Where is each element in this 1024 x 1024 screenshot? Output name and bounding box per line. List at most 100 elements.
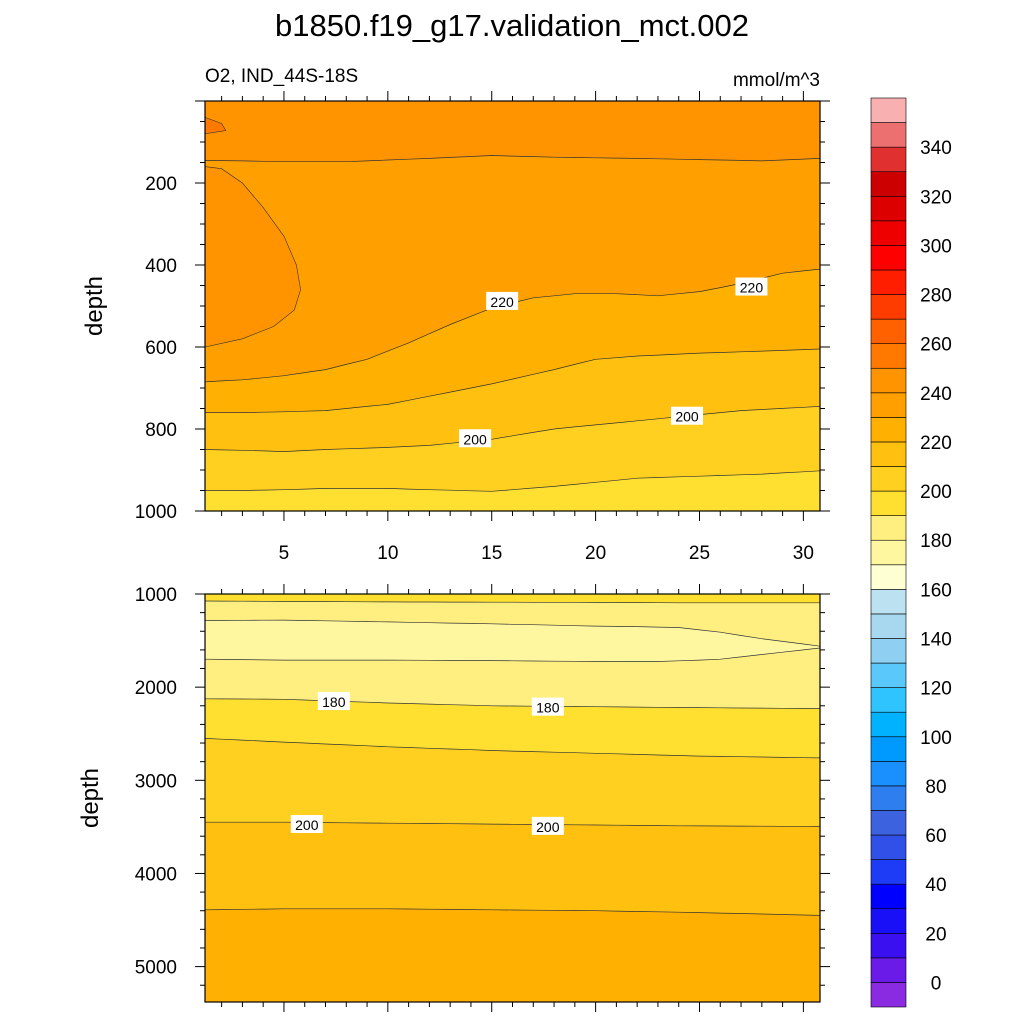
colorbar-label: 40 (925, 875, 946, 896)
contour-label: 200 (295, 817, 319, 833)
colorbar-swatch (870, 785, 907, 811)
colorbar-label: 300 (920, 236, 952, 257)
x-tick-label: 5 (279, 543, 290, 564)
contour-label: 220 (740, 280, 764, 296)
contour-label-box (290, 815, 323, 834)
colorbar-swatch (870, 294, 907, 320)
colorbar-swatch (870, 171, 907, 197)
contour-line (204, 738, 821, 759)
contour-band (205, 470, 820, 511)
colorbar-swatch (870, 245, 907, 271)
colorbar-swatch (870, 859, 907, 885)
contour-label-box (531, 697, 564, 716)
colorbar-swatch (870, 195, 907, 222)
contour-label-box (735, 277, 768, 296)
contour-label: 180 (322, 694, 346, 710)
colorbar-label: 0 (931, 973, 942, 994)
contour-label: 200 (463, 431, 487, 447)
colorbar-swatch (870, 122, 907, 148)
y-tick-label: 400 (145, 256, 177, 277)
colorbar-swatch (870, 957, 907, 983)
contour-label: 220 (490, 294, 514, 310)
upper-depth-panel: 5 10 15 20 25 30 200 400 600 800 1000 220 220 200 200 (135, 91, 830, 564)
x-tick-label: 25 (689, 543, 710, 564)
colorbar-swatch (870, 97, 907, 123)
colorbar-swatch (870, 638, 907, 664)
colorbar-label: 60 (925, 826, 946, 847)
colorbar-swatch (870, 343, 907, 369)
y-tick-label: 2000 (135, 678, 177, 699)
colorbar-swatch (870, 318, 907, 344)
colorbar-swatch (870, 490, 907, 516)
contour-label: 200 (675, 409, 699, 425)
y-tick-label: 1000 (135, 502, 177, 523)
contour-line (204, 155, 821, 163)
contour-line (204, 698, 821, 709)
colorbar-swatch (870, 367, 907, 394)
contour-line (204, 908, 821, 916)
upper-y-axis-title: depth (81, 276, 108, 336)
x-tick-label: 10 (377, 543, 398, 564)
x-tick-label: 15 (481, 543, 502, 564)
contour-line (204, 600, 820, 604)
colorbar-label: 320 (920, 187, 952, 208)
colorbar-swatch (870, 466, 907, 492)
colorbar-label: 80 (925, 777, 946, 798)
x-tick-label: 30 (793, 543, 814, 564)
colorbar-label: 340 (920, 138, 952, 159)
y-tick-label: 800 (145, 420, 177, 441)
colorbar-swatch (870, 539, 907, 566)
colorbar-swatch (870, 908, 907, 934)
y-tick-label: 1000 (135, 585, 177, 606)
contour-line (205, 470, 821, 492)
colorbar-swatch (870, 711, 907, 738)
contour-line (204, 406, 821, 452)
colorbar-swatch (870, 269, 907, 295)
colorbar-label: 160 (920, 580, 952, 601)
lower-depth-panel: 1000 2000 3000 4000 5000 180 180 200 200 (135, 584, 830, 1012)
y-tick-label: 5000 (135, 958, 177, 979)
colorbar-swatch (870, 564, 907, 590)
colorbar-swatch (870, 146, 907, 173)
contour-line (205, 348, 821, 413)
colorbar-label: 260 (920, 335, 952, 356)
contour-label-box (486, 291, 519, 310)
colorbar-swatch (870, 883, 907, 910)
colorbar-swatch (870, 589, 907, 615)
colorbar-swatch (870, 392, 907, 418)
y-tick-label: 200 (145, 174, 177, 195)
colorbar-label: 140 (920, 630, 952, 651)
colorbar-swatch (870, 417, 907, 443)
colorbar-label: 280 (920, 286, 952, 307)
colorbar-swatch (870, 687, 907, 713)
contour-label-box (317, 692, 350, 711)
colorbar-swatch (870, 441, 907, 467)
variable-region-label: O2, IND_44S-18S (205, 66, 358, 87)
contour-line (204, 619, 821, 647)
colorbar-swatch (870, 834, 907, 860)
colorbar-swatch (870, 736, 907, 762)
contour-label: 200 (536, 819, 560, 835)
colorbar-label: 120 (920, 679, 952, 700)
colorbar-label: 200 (920, 482, 952, 503)
y-tick-label: 600 (145, 338, 177, 359)
colorbar-label: 240 (920, 384, 952, 405)
colorbar-swatch (870, 810, 907, 836)
colorbar-swatch (870, 982, 907, 1008)
colorbar-swatch (870, 932, 907, 959)
colorbar-label: 20 (925, 924, 946, 945)
lower-y-axis-title: depth (77, 768, 104, 828)
colorbar-swatch (870, 220, 907, 246)
x-tick-label: 20 (585, 543, 606, 564)
contour-line (204, 647, 821, 662)
contour-label: 180 (536, 700, 560, 716)
y-tick-label: 4000 (135, 864, 177, 885)
colorbar-swatch (870, 613, 907, 639)
colorbar-swatch (870, 662, 907, 688)
contour-label-box (531, 816, 564, 835)
contour-label-box (671, 406, 704, 425)
colorbar-label: 100 (920, 728, 952, 749)
contour-label-box (459, 429, 492, 448)
contour-band (204, 166, 301, 348)
contour-band (205, 908, 820, 1002)
